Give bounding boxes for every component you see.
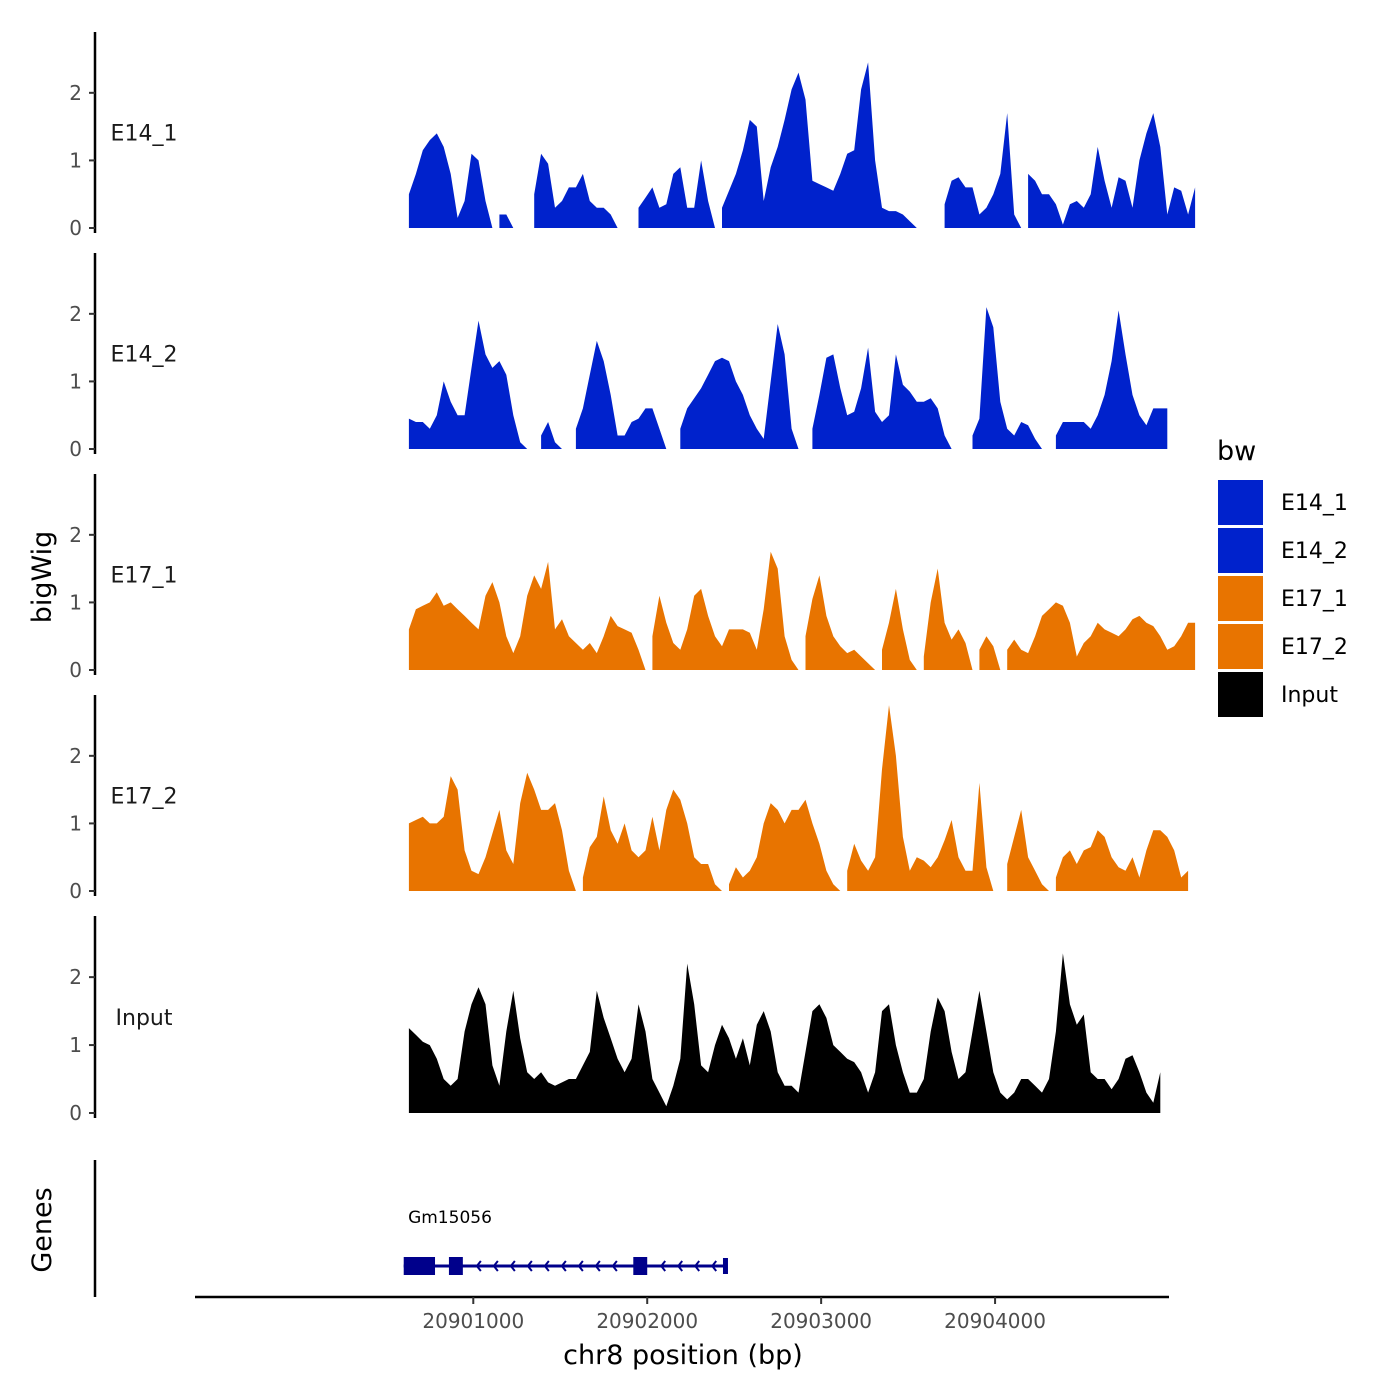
- signal-area: [805, 575, 876, 670]
- strand-arrow: [611, 1260, 618, 1272]
- y-tick-label: 0: [69, 879, 82, 903]
- legend-item: E14_1: [1218, 480, 1348, 525]
- y-tick-label: 1: [69, 148, 82, 172]
- signal-area: [722, 62, 917, 229]
- y-tick-label: 0: [69, 216, 82, 240]
- signal-area: [408, 561, 646, 670]
- legend-label: E17_2: [1281, 635, 1348, 660]
- x-tick-label: 20904000: [944, 1309, 1046, 1333]
- legend-swatch: [1218, 480, 1263, 525]
- signal-area: [638, 160, 715, 228]
- legend-swatch: [1218, 576, 1263, 621]
- legend-title: bw: [1217, 436, 1256, 467]
- y-tick-label: 1: [69, 590, 82, 614]
- signal-area: [652, 551, 799, 670]
- gene-exon: [403, 1257, 436, 1275]
- legend-swatch: [1218, 528, 1263, 573]
- legend: bw E14_1 E14_2 E17_1 E17_2 Input: [1217, 436, 1348, 717]
- track-E14_2: 0 1 2 E14_2: [69, 253, 1168, 461]
- signal-area: [972, 307, 1042, 449]
- track-E14_1: 0 1 2 E14_1: [69, 32, 1196, 240]
- tracks-layer: 0 1 2 E14_1 0 1 2 E14_2 0 1 2 E17_1 0 1 2 E17_2 0 1 2 Input: [69, 32, 1196, 1125]
- legend-item: E17_2: [1218, 624, 1348, 669]
- legend-label: E14_1: [1281, 491, 1348, 516]
- legend-item: Input: [1218, 672, 1338, 717]
- signal-area: [408, 133, 493, 228]
- signal-area: [979, 636, 1001, 670]
- signal-area: [1007, 809, 1049, 891]
- x-tick-label: 20901000: [422, 1309, 524, 1333]
- y-tick-label: 2: [69, 965, 82, 989]
- x-axis-title: chr8 position (bp): [563, 1340, 803, 1371]
- legend-item: E14_2: [1218, 528, 1348, 573]
- y-tick-label: 1: [69, 811, 82, 835]
- strand-arrow: [676, 1260, 683, 1272]
- signal-area: [847, 705, 994, 891]
- signal-area: [408, 320, 528, 449]
- gene-track: Gm15056: [93, 1160, 728, 1297]
- legend-label: E14_2: [1281, 539, 1348, 564]
- track-E17_1: 0 1 2 E17_1: [69, 474, 1196, 682]
- y-tick-label: 1: [69, 1033, 82, 1057]
- track-label: E14_1: [111, 121, 178, 146]
- signal-area: [1028, 113, 1196, 228]
- y-tick-label: 2: [69, 302, 82, 326]
- signal-area: [408, 772, 576, 891]
- track-label: E17_1: [111, 563, 178, 588]
- legend-swatch: [1218, 672, 1263, 717]
- strand-arrow: [594, 1260, 601, 1272]
- strand-arrow: [710, 1260, 717, 1272]
- signal-area: [575, 340, 667, 449]
- x-tick-label: 20902000: [596, 1309, 698, 1333]
- signal-area: [499, 214, 514, 228]
- legend-swatch: [1218, 624, 1263, 669]
- signal-area: [582, 789, 722, 891]
- track-E17_2: 0 1 2 E17_2: [69, 695, 1189, 903]
- signal-area: [1007, 602, 1196, 670]
- strand-arrow: [475, 1260, 482, 1272]
- track-Input: 0 1 2 Input: [69, 916, 1161, 1125]
- signal-area: [812, 347, 952, 449]
- y-tick-label: 2: [69, 744, 82, 768]
- signal-area: [408, 953, 1161, 1113]
- x-axis: 20901000 20902000 20903000 20904000: [195, 1295, 1169, 1333]
- signal-area: [541, 422, 562, 449]
- signal-area: [680, 324, 799, 449]
- y-axis-title: bigWig: [27, 531, 58, 624]
- signal-area: [1055, 830, 1189, 891]
- strand-arrow: [560, 1260, 567, 1272]
- strand-arrow: [509, 1260, 516, 1272]
- y-tick-label: 0: [69, 437, 82, 461]
- strand-arrow: [577, 1260, 584, 1272]
- signal-area: [944, 113, 1022, 228]
- signal-area: [1055, 310, 1168, 449]
- y-tick-label: 0: [69, 1101, 82, 1125]
- strand-arrow: [526, 1260, 533, 1272]
- track-label: E17_2: [111, 784, 178, 809]
- legend-item: E17_1: [1218, 576, 1348, 621]
- y-tick-label: 2: [69, 81, 82, 105]
- x-tick-label: 20903000: [770, 1309, 872, 1333]
- y-tick-label: 1: [69, 369, 82, 393]
- strand-arrow: [492, 1260, 499, 1272]
- track-label: E14_2: [111, 342, 178, 367]
- gene-exon: [633, 1257, 648, 1275]
- track-label: Input: [116, 1006, 173, 1031]
- signal-area: [882, 588, 917, 670]
- legend-label: Input: [1281, 683, 1338, 708]
- strand-arrow: [543, 1260, 550, 1272]
- y-tick-label: 2: [69, 523, 82, 547]
- signal-area: [534, 153, 618, 228]
- signal-area: [923, 568, 973, 670]
- strand-arrow: [659, 1260, 666, 1272]
- y-tick-label: 0: [69, 658, 82, 682]
- gene-label: Gm15056: [408, 1208, 492, 1228]
- gene-exon: [448, 1257, 463, 1275]
- legend-label: E17_1: [1281, 587, 1348, 612]
- genes-axis-title: Genes: [27, 1187, 58, 1272]
- strand-arrow: [693, 1260, 700, 1272]
- signal-area: [729, 799, 841, 891]
